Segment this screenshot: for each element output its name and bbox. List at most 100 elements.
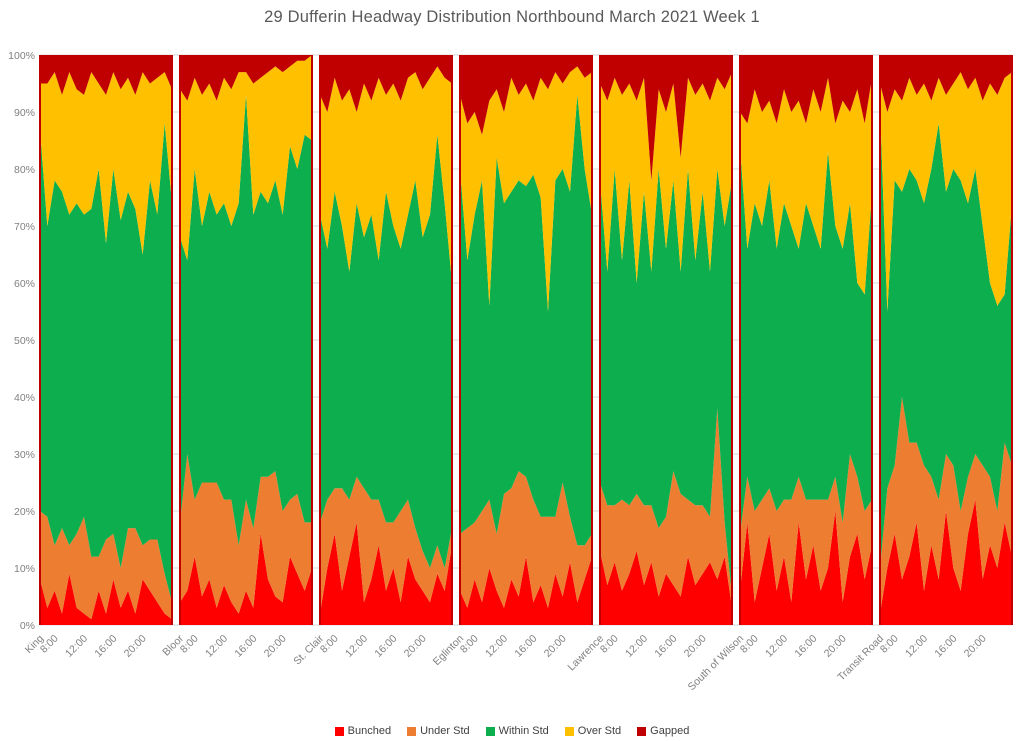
- area-gapped: [740, 55, 872, 124]
- x-time-label: 20:00: [682, 633, 709, 660]
- area-within_std: [880, 106, 1012, 569]
- y-tick-label: 0%: [20, 620, 35, 632]
- area-within_std: [40, 123, 172, 603]
- legend-label: Within Std: [498, 725, 549, 737]
- x-time-label: 8:00: [318, 633, 341, 656]
- x-time-label: 20:00: [262, 633, 289, 660]
- area-over_std: [460, 66, 592, 312]
- y-tick-label: 70%: [14, 221, 35, 233]
- area-bunched: [880, 499, 1012, 625]
- area-under_std: [460, 471, 592, 608]
- y-tick-label: 60%: [14, 278, 35, 290]
- x-time-label: 12:00: [343, 633, 370, 660]
- y-tick-label: 80%: [14, 164, 35, 176]
- area-bunched: [40, 573, 172, 625]
- area-within_std: [600, 169, 732, 597]
- x-time-label: 12:00: [203, 633, 230, 660]
- legend-item-within-std: Within Std: [485, 725, 549, 737]
- area-bunched: [460, 556, 592, 625]
- y-tick-label: 20%: [14, 506, 35, 518]
- x-time-label: 20:00: [822, 633, 849, 660]
- legend-swatch-icon: [637, 726, 647, 736]
- area-under_std: [880, 397, 1012, 614]
- y-tick-label: 30%: [14, 449, 35, 461]
- area-gapped: [180, 55, 312, 101]
- area-gapped: [460, 55, 592, 135]
- x-time-label: 12:00: [63, 633, 90, 660]
- legend-item-gapped: Gapped: [637, 725, 689, 737]
- area-gapped: [320, 55, 452, 112]
- x-time-label: 12:00: [623, 633, 650, 660]
- area-bunched: [740, 511, 872, 625]
- legend-item-under-std: Under Std: [407, 725, 470, 737]
- y-tick-label: 40%: [14, 392, 35, 404]
- area-over_std: [740, 77, 872, 295]
- legend-item-over-std: Over Std: [564, 725, 622, 737]
- area-within_std: [740, 146, 872, 534]
- x-time-label: 8:00: [178, 633, 201, 656]
- panel-bloor: [179, 55, 313, 625]
- area-gapped: [880, 55, 1012, 112]
- legend: Bunched Under Std Within Std Over Std Gapped: [0, 725, 1024, 737]
- panel-eglinton: [459, 55, 593, 625]
- area-within_std: [320, 134, 452, 569]
- area-gapped: [600, 55, 732, 181]
- x-time-label: 8:00: [38, 633, 61, 656]
- legend-label: Gapped: [650, 725, 690, 737]
- y-tick-label: 90%: [14, 107, 35, 119]
- y-axis-labels: 0% 10% 20% 30% 40% 50% 60% 70% 80% 90% 100%: [8, 50, 35, 632]
- area-gapped: [40, 55, 172, 95]
- panel-transit-road: [879, 55, 1013, 625]
- area-under_std: [180, 454, 312, 614]
- area-under_std: [40, 511, 172, 620]
- x-time-label: 12:00: [483, 633, 510, 660]
- x-station-label: Lawrence: [565, 633, 606, 674]
- area-under_std: [320, 476, 452, 614]
- area-bunched: [320, 522, 452, 625]
- y-tick-label: 50%: [14, 335, 35, 347]
- area-bunched: [180, 533, 312, 625]
- x-time-label: 16:00: [652, 633, 679, 660]
- legend-swatch-icon: [485, 726, 495, 736]
- area-within_std: [460, 94, 592, 546]
- x-time-label: 12:00: [903, 633, 930, 660]
- x-time-label: 16:00: [932, 633, 959, 660]
- x-time-label: 16:00: [512, 633, 539, 660]
- area-within_std: [180, 94, 312, 546]
- x-time-label: 8:00: [458, 633, 481, 656]
- chart-title: 29 Dufferin Headway Distribution Northbo…: [264, 8, 760, 26]
- y-tick-label: 100%: [8, 50, 35, 62]
- x-time-label: 20:00: [962, 633, 989, 660]
- area-bunched: [600, 550, 732, 625]
- x-time-label: 8:00: [738, 633, 761, 656]
- area-over_std: [40, 72, 172, 255]
- area-over_std: [880, 72, 1012, 312]
- legend-item-bunched: Bunched: [334, 725, 392, 737]
- x-time-label: 16:00: [372, 633, 399, 660]
- x-time-label: 8:00: [878, 633, 901, 656]
- legend-swatch-icon: [564, 726, 574, 736]
- x-time-label: 16:00: [232, 633, 259, 660]
- legend-label: Over Std: [577, 725, 622, 737]
- legend-label: Bunched: [347, 725, 392, 737]
- x-time-label: 8:00: [598, 633, 621, 656]
- x-time-label: 20:00: [402, 633, 429, 660]
- panel-st-clair: [319, 55, 453, 625]
- y-tick-label: 10%: [14, 563, 35, 575]
- area-under_std: [600, 408, 732, 608]
- legend-label: Under Std: [420, 725, 470, 737]
- x-time-label: 16:00: [92, 633, 119, 660]
- legend-swatch-icon: [334, 726, 344, 736]
- panel-lawrence: [599, 55, 733, 625]
- panel-king: [39, 55, 173, 625]
- x-time-label: 16:00: [792, 633, 819, 660]
- area-over_std: [180, 55, 312, 261]
- legend-swatch-icon: [407, 726, 417, 736]
- area-over_std: [320, 66, 452, 284]
- panel-south-of-wilson: [739, 55, 873, 625]
- area-over_std: [600, 72, 732, 283]
- x-time-label: 20:00: [122, 633, 149, 660]
